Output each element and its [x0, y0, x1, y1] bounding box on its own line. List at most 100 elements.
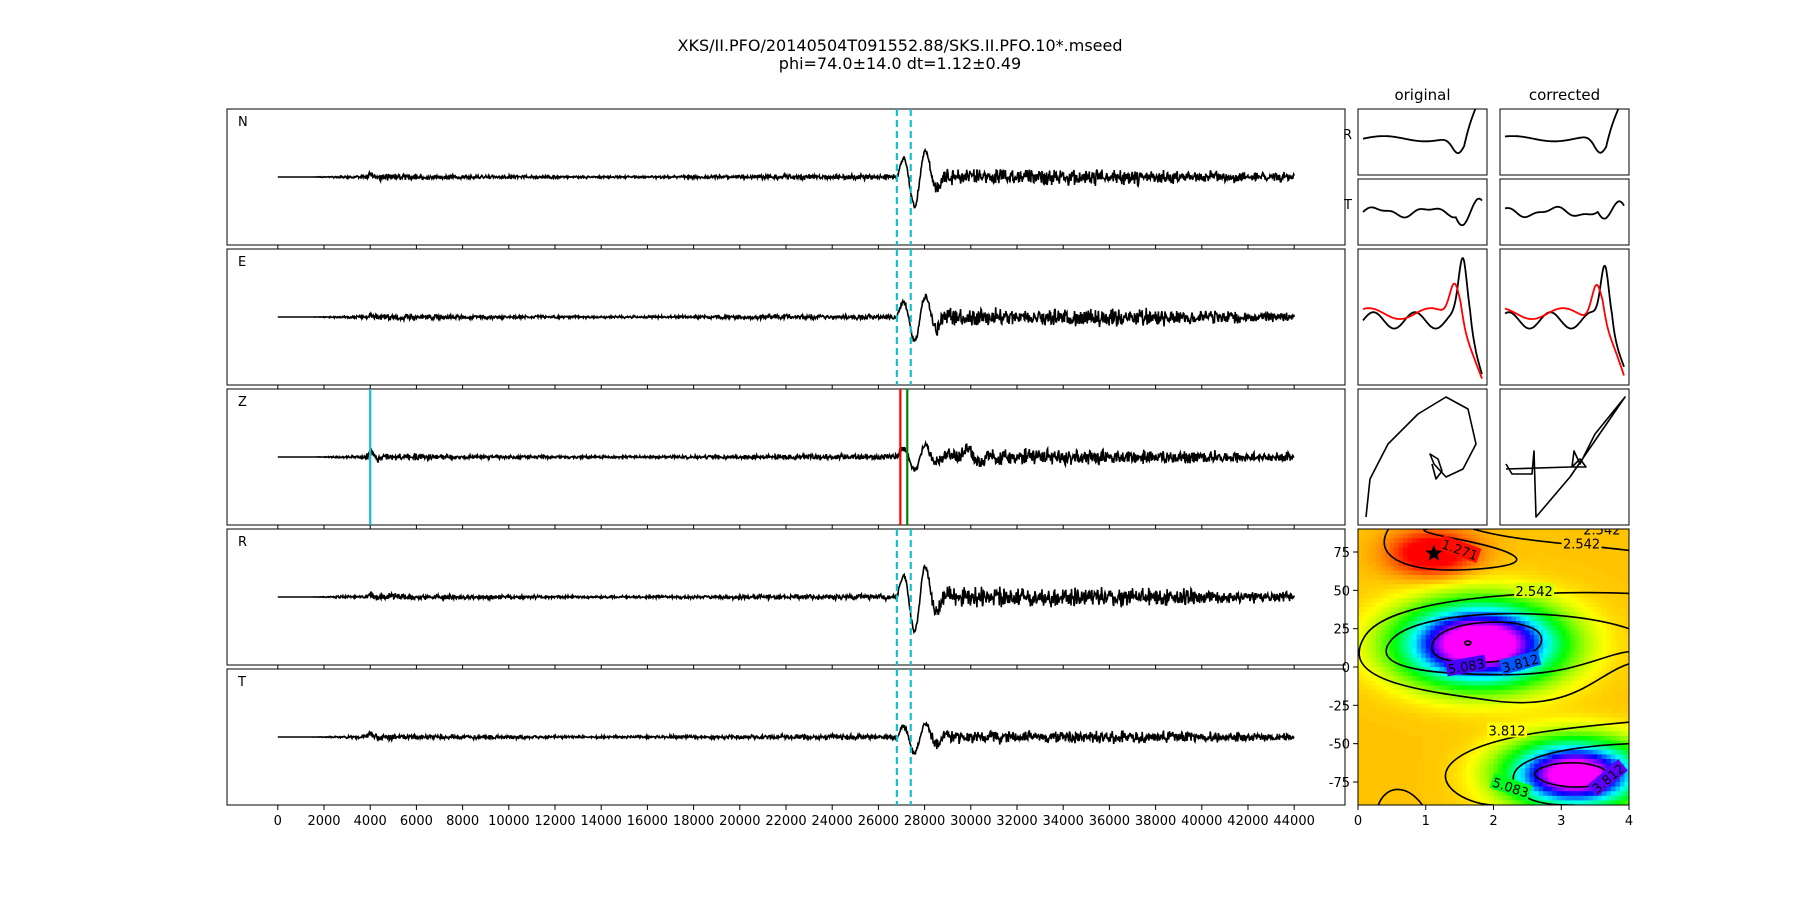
heatmap-cell [1502, 588, 1508, 594]
heatmap-cell [1601, 726, 1608, 732]
heatmap-cell [1552, 584, 1558, 590]
heatmap-cell [1448, 607, 1454, 613]
heatmap-cell [1601, 754, 1608, 760]
heatmap-cell [1552, 791, 1558, 797]
heatmap-cell [1421, 575, 1427, 581]
heatmap-cell [1385, 736, 1391, 742]
heatmap-cell [1362, 800, 1368, 805]
heatmap-cell [1457, 791, 1463, 797]
heatmap-cell [1493, 584, 1499, 590]
heatmap-cell [1425, 653, 1431, 659]
heatmap-cell [1511, 800, 1517, 805]
heatmap-cell [1574, 754, 1580, 760]
heatmap-cell [1565, 602, 1571, 608]
heatmap-cell [1407, 680, 1413, 686]
heatmap-cell [1498, 717, 1504, 723]
heatmap-cell [1552, 538, 1558, 544]
heatmap-cell [1362, 749, 1368, 755]
heatmap-cell [1389, 731, 1395, 737]
heatmap-cell [1561, 529, 1567, 535]
heatmap-cell [1570, 593, 1576, 599]
heatmap-cell [1543, 556, 1549, 562]
heatmap-cell [1561, 653, 1567, 659]
heatmap-cell [1358, 731, 1364, 737]
heatmap-cell [1443, 754, 1449, 760]
heatmap-cell [1398, 602, 1404, 608]
heatmap-cell [1434, 777, 1440, 783]
heatmap-cell [1484, 703, 1490, 709]
heatmap-cell [1421, 731, 1427, 737]
heatmap-cell [1457, 699, 1463, 705]
heatmap-cell [1565, 795, 1571, 801]
heatmap-cell [1389, 593, 1395, 599]
heatmap-cell [1601, 694, 1608, 700]
heatmap-cell [1367, 791, 1373, 797]
heatmap-cell [1601, 611, 1608, 617]
heatmap-cell [1448, 579, 1454, 585]
heatmap-cell [1565, 630, 1571, 636]
heatmap-cell [1470, 736, 1477, 742]
heatmap-cell [1376, 749, 1382, 755]
heatmap-cell [1358, 630, 1364, 636]
heatmap-cell [1588, 667, 1594, 673]
heatmap-cell [1389, 616, 1395, 622]
heatmap-cell [1502, 616, 1508, 622]
heatmap-cell [1507, 759, 1513, 765]
heatmap-cell [1412, 763, 1418, 769]
heatmap-cell [1516, 529, 1522, 535]
slow-component-trace [1362, 257, 1483, 375]
heatmap-cell [1484, 644, 1490, 650]
heatmap-cell [1525, 777, 1531, 783]
heatmap-cell [1394, 584, 1400, 590]
heatmap-cell [1610, 749, 1617, 755]
heatmap-cell [1362, 616, 1368, 622]
heatmap-cell [1619, 634, 1626, 640]
heatmap-cell [1443, 556, 1449, 562]
heatmap-cell [1574, 736, 1580, 742]
heatmap-cell [1502, 621, 1508, 627]
heatmap-cell [1394, 561, 1400, 567]
heatmap-cell [1592, 565, 1598, 571]
heatmap-cell [1601, 639, 1608, 645]
heatmap-cell [1466, 680, 1472, 686]
heatmap-cell [1520, 598, 1526, 604]
heatmap-cell [1385, 542, 1391, 548]
heatmap-cell [1534, 800, 1540, 805]
seismogram-trace-t [277, 721, 1295, 755]
heatmap-cell [1507, 556, 1513, 562]
heatmap-cell [1362, 648, 1368, 654]
heatmap-cell [1389, 565, 1395, 571]
heatmap-cell [1565, 598, 1571, 604]
heatmap-cell [1502, 772, 1508, 778]
heatmap-cell [1358, 694, 1364, 700]
heatmap-cell [1574, 782, 1580, 788]
heatmap-cell [1394, 547, 1400, 553]
heatmap-cell [1389, 745, 1395, 751]
heatmap-cell [1601, 552, 1608, 558]
heatmap-cell [1583, 726, 1589, 732]
panel-frame [1357, 108, 1488, 176]
heatmap-cell [1484, 740, 1490, 746]
heatmap-cell [1380, 791, 1386, 797]
heatmap-cell [1592, 607, 1598, 613]
heatmap-cell [1358, 616, 1364, 622]
heatmap-cell [1403, 699, 1409, 705]
heatmap-cell [1529, 644, 1535, 650]
heatmap-cell [1439, 644, 1445, 650]
heatmap-cell [1543, 657, 1549, 663]
heatmap-cell [1443, 579, 1449, 585]
heatmap-cell [1574, 800, 1580, 805]
heatmap-cell [1448, 611, 1454, 617]
heatmap-cell [1601, 800, 1608, 805]
heatmap-cell [1606, 552, 1612, 558]
heatmap-cell [1529, 680, 1535, 686]
heatmap-cell [1367, 722, 1373, 728]
heat-y-tick-label: -75 [1329, 776, 1350, 791]
heatmap-cell [1592, 772, 1598, 778]
heatmap-cell [1371, 685, 1377, 691]
heatmap-cell [1561, 782, 1567, 788]
heatmap-cell [1619, 736, 1626, 742]
heatmap-cell [1574, 699, 1580, 705]
heatmap-cell [1579, 772, 1585, 778]
heatmap-cell [1367, 680, 1373, 686]
